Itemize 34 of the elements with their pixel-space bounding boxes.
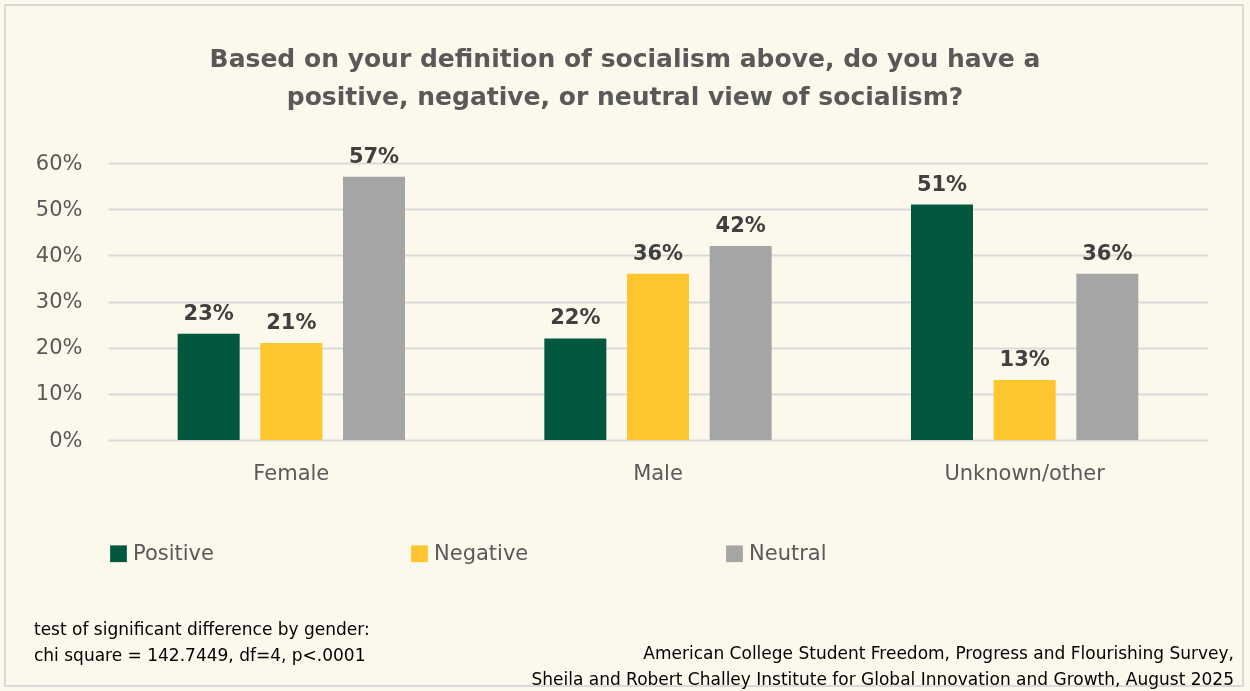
x-tick-label: Male xyxy=(633,460,683,485)
data-label: 51% xyxy=(916,171,968,196)
legend-label: Negative xyxy=(434,540,529,565)
data-label: 57% xyxy=(348,143,400,168)
y-tick-label: 20% xyxy=(35,335,83,360)
data-label: 13% xyxy=(999,346,1050,371)
y-tick-label: 40% xyxy=(35,242,83,267)
bar xyxy=(260,343,323,440)
data-label: 21% xyxy=(266,310,317,335)
y-tick-label: 10% xyxy=(35,381,83,406)
y-tick-label: 30% xyxy=(35,289,83,313)
bar xyxy=(1076,273,1139,440)
data-label: 23% xyxy=(183,300,234,325)
bar xyxy=(544,338,607,440)
x-tick-label: Female xyxy=(253,460,330,485)
y-tick-label: 50% xyxy=(35,196,83,221)
bar xyxy=(177,333,240,440)
data-label: 36% xyxy=(1082,240,1133,265)
data-label: 42% xyxy=(715,213,766,238)
x-tick-label: Unknown/other xyxy=(944,460,1106,485)
bar xyxy=(911,204,973,440)
bar xyxy=(343,176,405,440)
chart-title: Based on your definition of socialism above, do you have a positive, negative, or neutral view of socialism? xyxy=(208,43,1042,113)
text: American College Student Freedom, Progress and Flourishing Survey, Sheila and Robert Challey Institute for Global Innovation and Growth, August 2025 xyxy=(531,642,1234,691)
bar xyxy=(993,379,1056,440)
bar xyxy=(709,246,772,440)
y-tick-label: 0% xyxy=(49,427,83,452)
data-label: 36% xyxy=(632,240,684,265)
data-label: 22% xyxy=(550,305,601,330)
y-tick-label: 60% xyxy=(35,150,83,175)
text: test of significant difference by gender: chi square = 142.7449, df=4, p<.0001 xyxy=(34,618,370,667)
bar xyxy=(627,273,689,440)
legend-label: Neutral xyxy=(749,540,827,565)
legend-label: Positive xyxy=(133,540,214,565)
